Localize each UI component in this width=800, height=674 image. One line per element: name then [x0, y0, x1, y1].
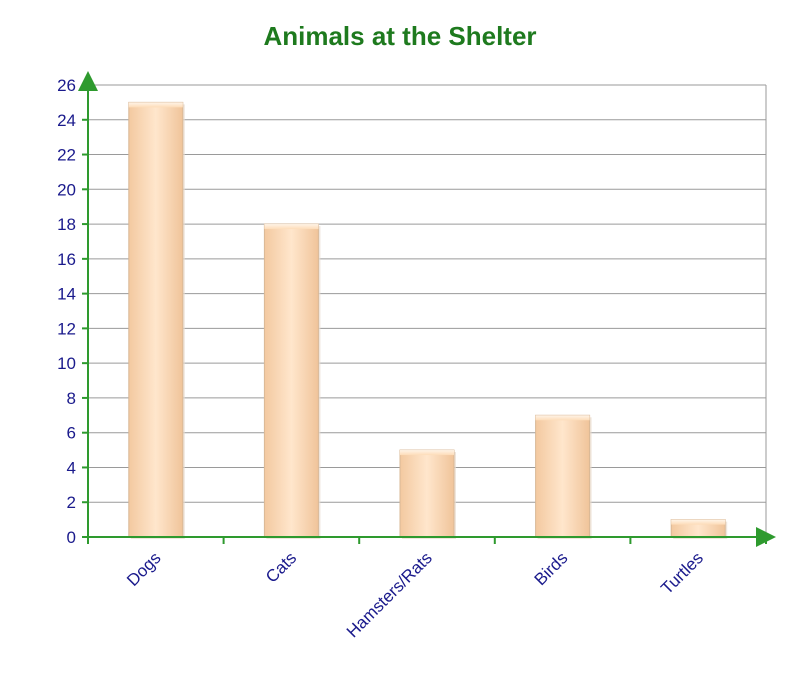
x-tick-label: Hamsters/Rats: [343, 548, 436, 641]
y-tick-label: 4: [67, 458, 76, 477]
bar: [263, 223, 319, 538]
y-tick-label: 10: [57, 354, 76, 373]
bar-cap: [400, 450, 454, 456]
y-tick-label: 12: [57, 319, 76, 338]
bar: [128, 101, 184, 538]
y-tick-label: 16: [57, 250, 76, 269]
bars: [128, 101, 728, 540]
bar-cap: [535, 415, 590, 421]
bar-birds: [535, 414, 592, 539]
bar: [535, 414, 591, 538]
x-tick-label: Cats: [262, 548, 300, 586]
bar-cap: [128, 102, 183, 108]
y-tick-label: 24: [57, 111, 76, 130]
gridlines: [88, 84, 767, 537]
x-tick-label: Birds: [531, 548, 572, 589]
bar-cats: [263, 223, 321, 540]
bar-dogs: [128, 101, 185, 539]
y-tick-label: 14: [57, 285, 76, 304]
bar-cap: [671, 519, 726, 525]
x-tick-label: Turtles: [657, 548, 707, 598]
y-tick-label: 0: [67, 528, 76, 547]
y-tick-label: 18: [57, 215, 76, 234]
y-tick-label: 26: [57, 76, 76, 95]
x-tick-labels: Dogs Cats Hamsters/Rats Birds Turtles: [123, 548, 707, 641]
bar-cap: [264, 224, 319, 230]
y-tick-label: 8: [67, 389, 76, 408]
bar: [399, 449, 455, 538]
x-tick-label: Dogs: [123, 548, 164, 589]
y-tick-label: 22: [57, 146, 76, 165]
y-tick-label: 6: [67, 424, 76, 443]
chart-title: Animals at the Shelter: [263, 21, 536, 51]
bar-hamsters-rats: [399, 449, 456, 539]
y-tick-label: 20: [57, 180, 76, 199]
y-tick-label: 2: [67, 493, 76, 512]
axes: [78, 71, 776, 547]
